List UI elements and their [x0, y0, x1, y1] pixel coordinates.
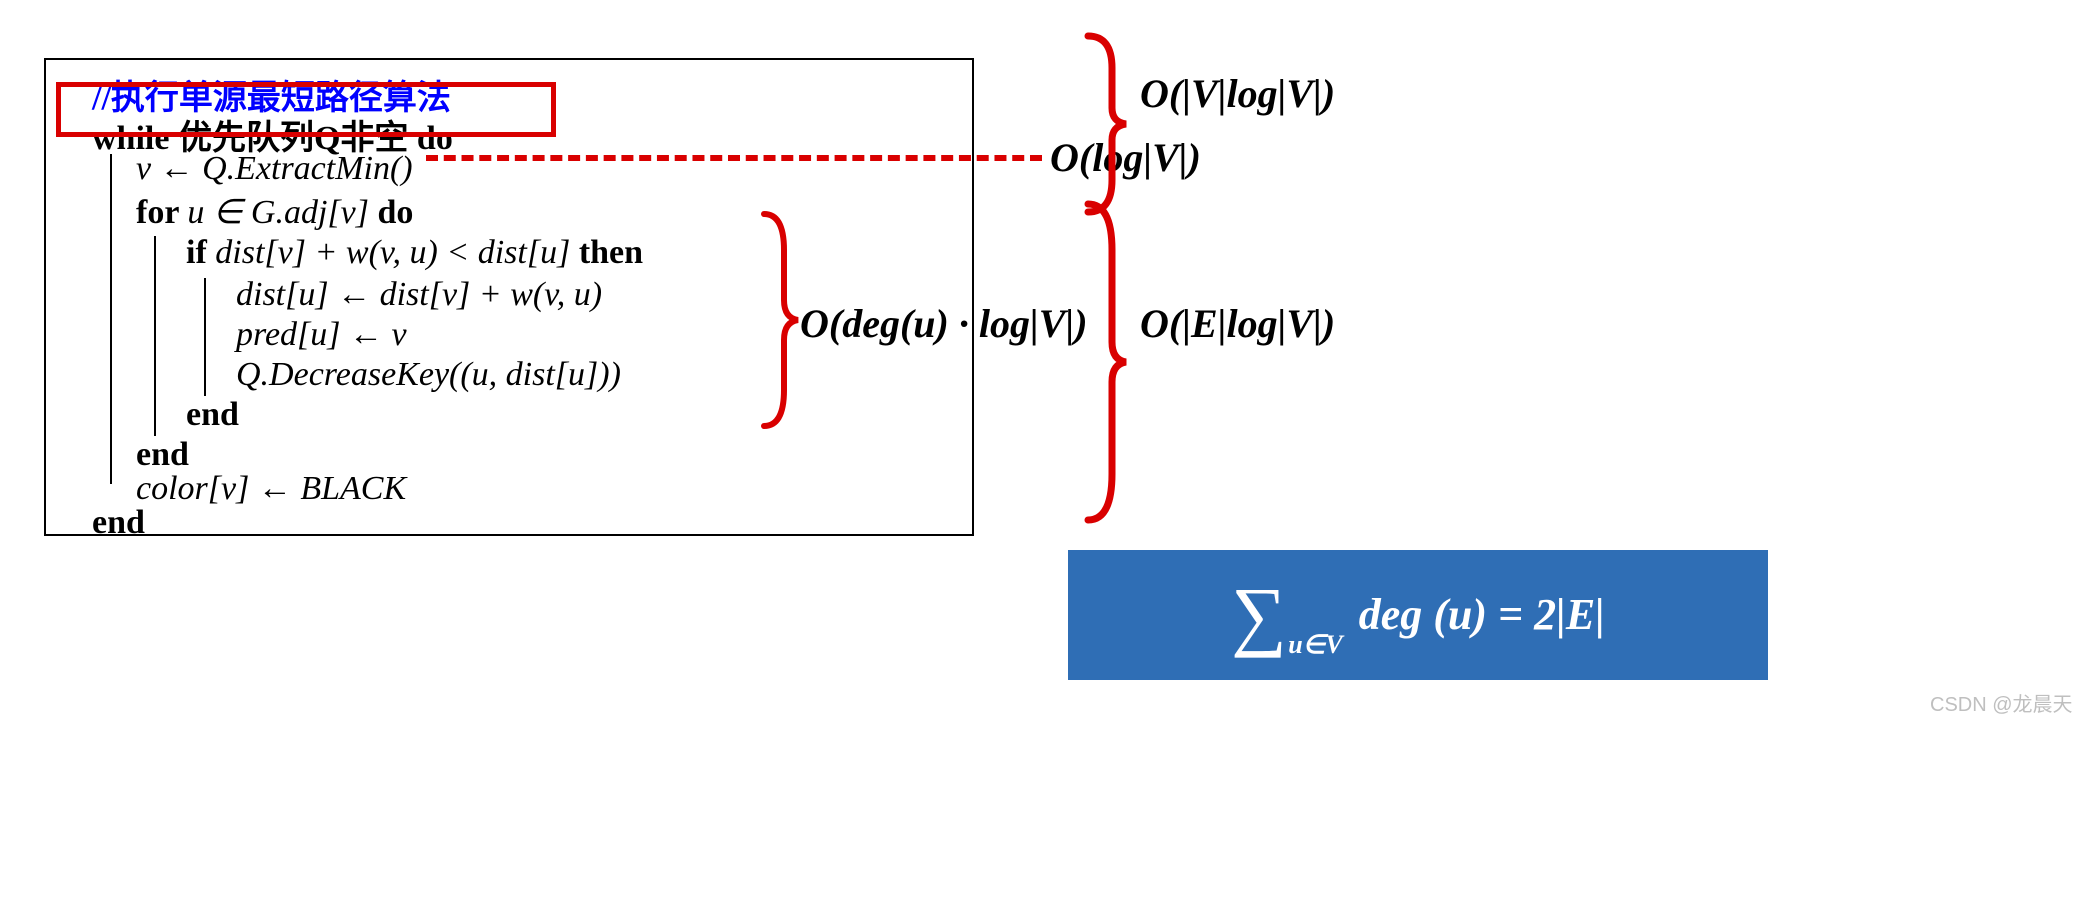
code-color: color[v] ← BLACK [136, 470, 406, 508]
sigma-symbol: ∑ [1231, 584, 1287, 646]
formula: ∑ u∈V deg (u) = 2|E| [1231, 584, 1605, 646]
code-for: for u ∈ G.adj[v] do [136, 192, 413, 232]
kw-do2: do [369, 194, 413, 231]
annot-inner: O(deg(u) · log|V|) [800, 300, 1088, 347]
kw-for: for [136, 194, 187, 231]
formula-panel: ∑ u∈V deg (u) = 2|E| [1068, 550, 1768, 680]
watermark: CSDN @龙晨天 [1930, 688, 2073, 717]
code-assign2: pred[u] ← v [236, 316, 407, 354]
code-if: if dist[v] + w(v, u) < dist[u] then [186, 234, 643, 272]
brace-inner [760, 210, 800, 430]
vline-if [204, 278, 206, 396]
annot-top-right: O(|V|log|V|) [1140, 70, 1335, 117]
annot-bottom-right: O(|E|log|V|) [1140, 300, 1335, 347]
highlight-while-box [56, 82, 556, 137]
vline-for [154, 236, 156, 436]
sigma-icon: ∑ u∈V [1231, 584, 1287, 646]
brace-top-right [1084, 32, 1130, 216]
brace-bottom-right [1084, 200, 1130, 524]
if-cond: dist[v] + w(v, u) < dist[u] [215, 234, 570, 271]
code-end1: end [186, 396, 239, 434]
formula-rhs: deg (u) = 2|E| [1359, 589, 1605, 640]
code-assign1: dist[u] ← dist[v] + w(v, u) [236, 276, 602, 314]
kw-then: then [570, 234, 643, 271]
code-decrease: Q.DecreaseKey((u, dist[u])) [236, 356, 621, 394]
for-cond: u ∈ G.adj[v] [187, 194, 369, 231]
sigma-sub: u∈V [1288, 630, 1342, 660]
code-end3: end [92, 504, 145, 542]
code-end2: end [136, 436, 189, 474]
dash-leader [426, 155, 1042, 161]
code-extract: v ← Q.ExtractMin() [136, 150, 413, 188]
vline-while [110, 154, 112, 484]
kw-if: if [186, 234, 215, 271]
